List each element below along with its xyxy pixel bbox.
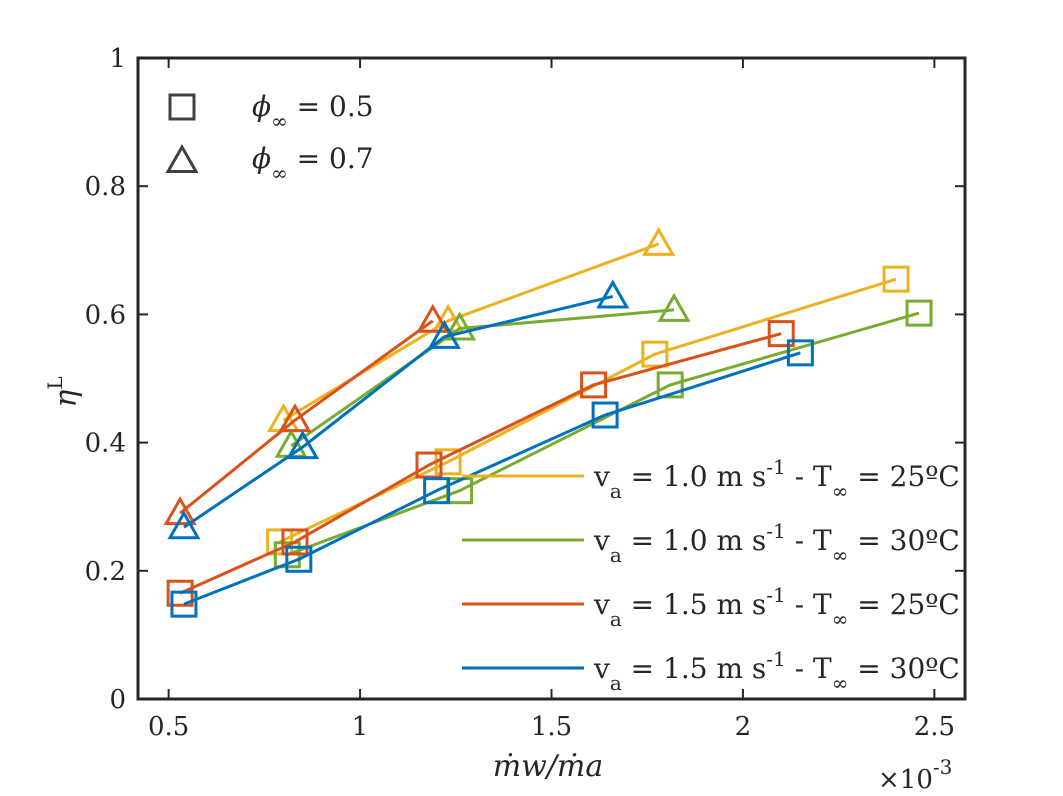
x-tick-label: 2.5 bbox=[914, 712, 955, 742]
data-point-square bbox=[641, 340, 669, 368]
data-point-square bbox=[285, 545, 313, 573]
series-legend-part: ∞ bbox=[832, 671, 849, 695]
data-point-square bbox=[415, 451, 443, 479]
series-legend-part: = 25ºC bbox=[848, 460, 959, 493]
plot-frame bbox=[136, 56, 967, 701]
x-axis-multiplier-exp: -3 bbox=[933, 755, 952, 779]
series-legend-part: a bbox=[610, 671, 622, 695]
series-4 bbox=[167, 279, 814, 618]
data-point-triangle bbox=[165, 143, 199, 173]
series-legend-part: = 25ºC bbox=[848, 588, 959, 621]
data-point-square bbox=[591, 401, 619, 429]
series-legend-part: - T bbox=[786, 588, 832, 621]
data-point-triangle bbox=[657, 292, 691, 322]
series-legend-part: = 1.0 m s bbox=[622, 524, 767, 557]
marker-legend-value: = 0.7 bbox=[288, 142, 374, 175]
series-legend-part: = 30ºC bbox=[848, 524, 959, 557]
y-axis-label-text: η bbox=[49, 390, 84, 408]
data-point-triangle bbox=[427, 319, 461, 349]
data-point-triangle bbox=[416, 303, 450, 333]
data-point-square bbox=[423, 477, 451, 505]
series-legend-part: = 30ºC bbox=[848, 652, 959, 685]
legend-layer: ϕ∞ = 0.5ϕ∞ = 0.7va = 1.0 m s-1 - T∞ = 25… bbox=[165, 90, 960, 695]
series-legend-part: - T bbox=[786, 524, 832, 557]
y-tick-label: 1 bbox=[109, 44, 126, 74]
data-point-triangle bbox=[596, 279, 630, 309]
x-axis-label: ṁw/ṁa bbox=[493, 749, 604, 784]
series-legend-part: -1 bbox=[766, 519, 785, 543]
marker-legend-label: ϕ∞ = 0.5 bbox=[252, 90, 374, 133]
y-tick-label: 0.8 bbox=[85, 172, 126, 202]
data-point-square bbox=[656, 371, 684, 399]
data-point-square bbox=[168, 93, 196, 121]
data-point-triangle bbox=[278, 403, 312, 433]
data-point-triangle bbox=[167, 510, 201, 540]
series-legend-label: va = 1.0 m s-1 - T∞ = 25ºC bbox=[593, 455, 960, 503]
series-legend-label: va = 1.5 m s-1 - T∞ = 25ºC bbox=[593, 583, 960, 631]
data-point-square bbox=[905, 299, 933, 327]
series-legend-part: -1 bbox=[766, 455, 785, 479]
data-point-square bbox=[580, 371, 608, 399]
y-axis-label: ηL bbox=[43, 376, 84, 407]
series-legend-part: a bbox=[610, 543, 622, 567]
series-legend-part: - T bbox=[786, 460, 832, 493]
x-tick-label: 1 bbox=[352, 712, 369, 742]
series-legend-part: -1 bbox=[766, 583, 785, 607]
x-axis-label-text: ṁw/ṁa bbox=[493, 749, 604, 784]
series-legend-part: v bbox=[593, 652, 610, 685]
y-tick-label: 0.6 bbox=[85, 300, 126, 330]
series-line-phi07 bbox=[179, 319, 434, 515]
y-tick-label: 0.2 bbox=[85, 557, 126, 587]
series-legend-part: -1 bbox=[766, 647, 785, 671]
x-axis-multiplier-base: ×10 bbox=[878, 765, 933, 795]
series-legend-part: = 1.5 m s bbox=[622, 588, 767, 621]
series-legend-part: ∞ bbox=[832, 543, 849, 567]
series-legend-label: va = 1.5 m s-1 - T∞ = 30ºC bbox=[593, 647, 960, 695]
series-legend-part: ∞ bbox=[832, 607, 849, 631]
ticks-layer: 0.5 1 1.5 2 2.5 0 0.2 0.4 0.6 0.8 1 bbox=[85, 44, 965, 742]
marker-legend-value: = 0.5 bbox=[288, 90, 374, 123]
data-point-triangle bbox=[286, 430, 320, 460]
series-legend-part: v bbox=[593, 524, 610, 557]
series-3 bbox=[163, 303, 795, 607]
series-legend-part: v bbox=[593, 588, 610, 621]
marker-legend-label: ϕ∞ = 0.7 bbox=[252, 142, 374, 185]
marker-legend-sub: ∞ bbox=[271, 109, 288, 133]
series-legend-part: = 1.5 m s bbox=[622, 652, 767, 685]
y-axis-label-sup: L bbox=[43, 376, 67, 389]
marker-legend-sub: ∞ bbox=[271, 161, 288, 185]
series-legend-part: v bbox=[593, 460, 610, 493]
data-point-triangle bbox=[443, 311, 477, 341]
series-line-phi05 bbox=[183, 351, 801, 606]
series-line-phi07 bbox=[183, 294, 614, 529]
y-tick-label: 0.4 bbox=[85, 429, 126, 459]
y-tick-label: 0 bbox=[109, 685, 126, 715]
data-point-square bbox=[170, 590, 198, 618]
series-legend-part: a bbox=[610, 479, 622, 503]
data-point-square bbox=[767, 320, 795, 348]
x-tick-label: 2 bbox=[735, 712, 752, 742]
series-line-phi05 bbox=[179, 332, 782, 595]
data-point-square bbox=[882, 265, 910, 293]
series-layer bbox=[163, 226, 933, 618]
series-legend-part: - T bbox=[786, 652, 832, 685]
data-point-triangle bbox=[163, 496, 197, 526]
series-legend-part: a bbox=[610, 607, 622, 631]
x-axis-multiplier: ×10-3 bbox=[878, 755, 952, 795]
marker-legend-symbol: ϕ bbox=[252, 90, 271, 123]
series-legend-part: ∞ bbox=[832, 479, 849, 503]
marker-legend-symbol: ϕ bbox=[252, 142, 271, 175]
series-line-phi07 bbox=[290, 308, 675, 448]
data-point-triangle bbox=[642, 226, 676, 256]
series-legend-part: = 1.0 m s bbox=[622, 460, 767, 493]
data-point-square bbox=[786, 339, 814, 367]
x-tick-label: 1.5 bbox=[531, 712, 572, 742]
data-point-square bbox=[281, 528, 309, 556]
series-legend-label: va = 1.0 m s-1 - T∞ = 30ºC bbox=[593, 519, 960, 567]
x-tick-label: 0.5 bbox=[148, 712, 189, 742]
